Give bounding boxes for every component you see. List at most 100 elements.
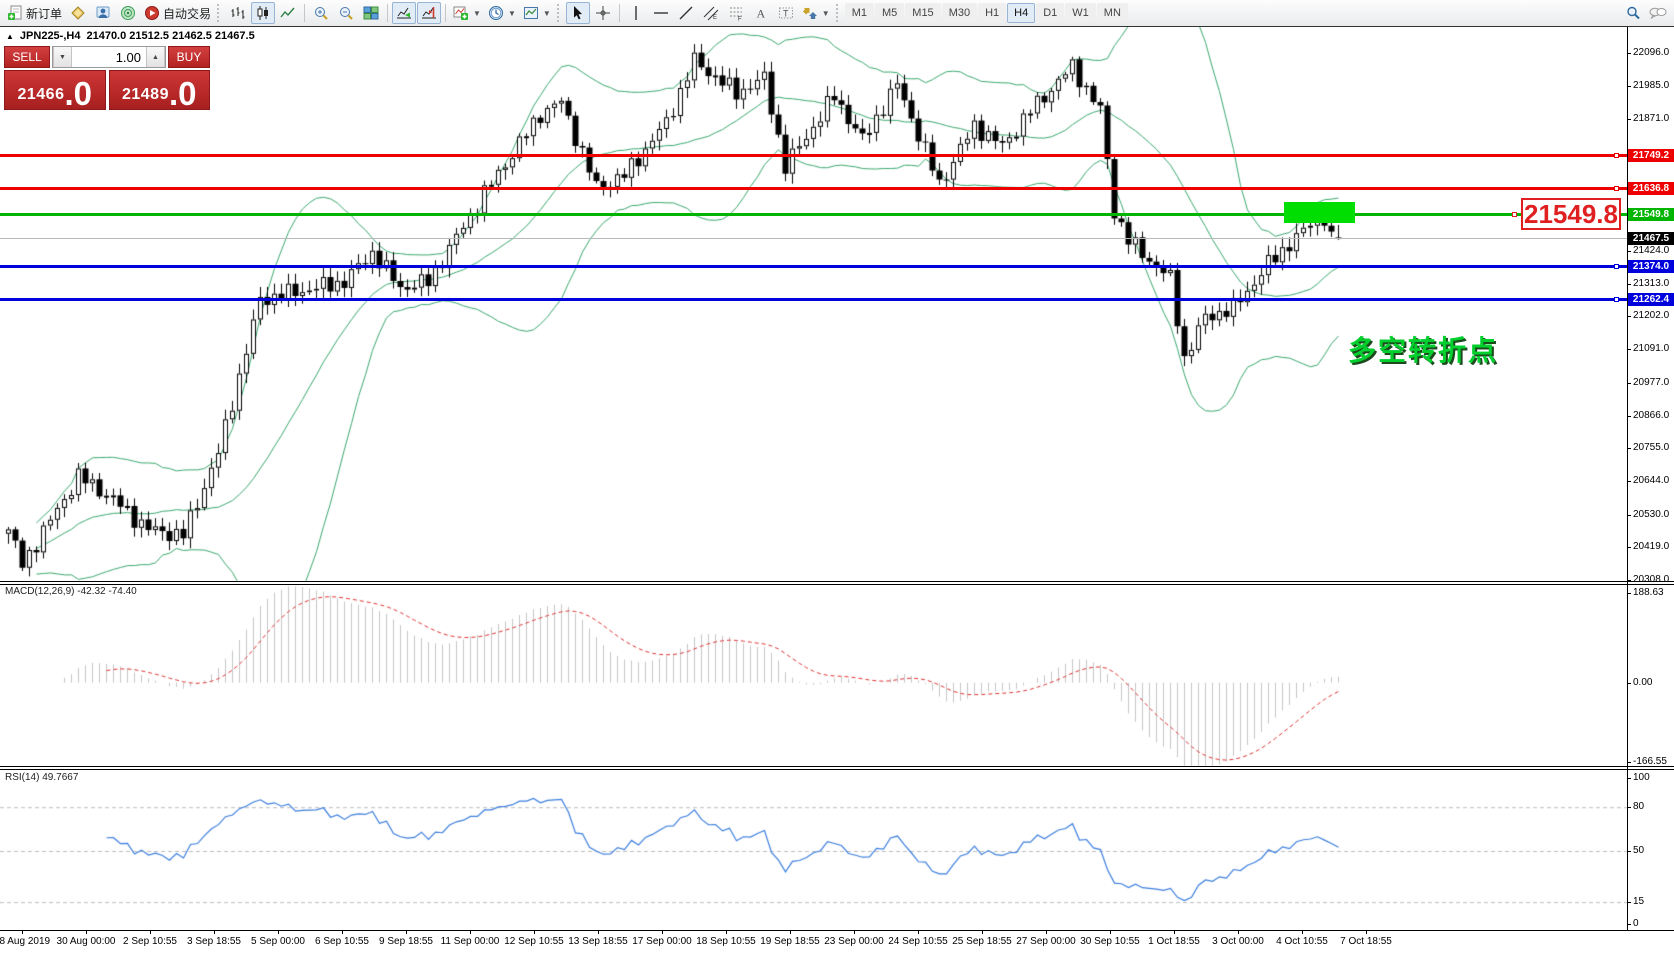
indicators-button[interactable]: ▼ xyxy=(450,2,484,24)
zoom-in-button[interactable] xyxy=(309,2,333,24)
line-chart-button[interactable] xyxy=(276,2,300,24)
candlestick-chart-button[interactable] xyxy=(251,2,276,24)
pane-splitter-macd-rsi[interactable] xyxy=(0,766,1674,770)
one-click-collapse-icon[interactable]: ▲ xyxy=(6,31,14,41)
periods-button[interactable]: ▼ xyxy=(485,2,519,24)
channel-button[interactable]: E xyxy=(699,2,723,24)
indicators-icon xyxy=(453,6,469,20)
date-label: 18 Sep 10:55 xyxy=(696,936,756,947)
arrows-button[interactable]: ▼ xyxy=(799,2,833,24)
horizontal-level-line[interactable] xyxy=(0,213,1627,216)
price-badge: 21636.8 xyxy=(1628,182,1674,195)
volume-increase-button[interactable]: ▲ xyxy=(146,47,165,67)
crosshair-button[interactable] xyxy=(591,2,615,24)
price-tick-mark xyxy=(1627,53,1631,54)
level-line-handle[interactable] xyxy=(1614,264,1619,269)
horizontal-level-line[interactable] xyxy=(0,187,1627,190)
arrows-icon xyxy=(802,8,817,19)
toolbar-drag-handle[interactable] xyxy=(835,4,842,22)
text-button[interactable]: A xyxy=(749,2,773,24)
text-label-button[interactable]: T xyxy=(774,2,798,24)
horizontal-line-button[interactable] xyxy=(649,2,673,24)
price-alert-label[interactable]: 21549.8 xyxy=(1521,198,1621,230)
templates-button[interactable]: ▼ xyxy=(520,2,554,24)
timeframe-m30[interactable]: M30 xyxy=(941,3,978,23)
zoom-out-button[interactable] xyxy=(334,2,358,24)
price-tick-label: 21091.0 xyxy=(1633,343,1670,354)
timeframe-h1[interactable]: H1 xyxy=(978,3,1007,23)
dropdown-caret: ▼ xyxy=(507,8,516,18)
svg-text:F: F xyxy=(738,17,742,22)
volume-decrease-button[interactable]: ▼ xyxy=(53,47,72,67)
date-label: 28 Aug 2019 xyxy=(0,936,51,947)
dropdown-caret: ▼ xyxy=(821,8,830,18)
line-chart-icon xyxy=(280,7,295,18)
tester-button[interactable] xyxy=(116,2,140,24)
text-icon: A xyxy=(756,7,765,21)
sell-price-box[interactable]: 21466 .0 xyxy=(4,70,106,110)
price-tick-label: 21202.0 xyxy=(1633,310,1670,321)
timeframe-m1[interactable]: M1 xyxy=(844,3,874,23)
search-button[interactable] xyxy=(1621,2,1645,24)
chart-shift-icon xyxy=(422,7,437,19)
autotrading-button[interactable]: 自动交易 xyxy=(141,2,214,24)
annotation-text[interactable]: 多空转折点 xyxy=(1348,335,1499,366)
sell-price-int: 21466 xyxy=(17,86,65,103)
symbol-title: JPN225-,H4 xyxy=(19,30,81,42)
date-label: 7 Oct 18:55 xyxy=(1340,936,1392,947)
periods-icon xyxy=(488,6,503,20)
price-tick-label: 20419.0 xyxy=(1633,541,1670,552)
price-alert-handle[interactable] xyxy=(1512,212,1517,217)
tile-windows-button[interactable] xyxy=(359,2,383,24)
vertical-line-button[interactable] xyxy=(624,2,648,24)
timeframe-mn[interactable]: MN xyxy=(1096,3,1128,23)
price-tick-mark xyxy=(1627,284,1631,285)
price-tick-mark xyxy=(1627,349,1631,350)
level-line-handle[interactable] xyxy=(1614,297,1619,302)
profiles-button[interactable] xyxy=(66,2,90,24)
channel-icon: E xyxy=(703,6,719,21)
pane-splitter-main-macd[interactable] xyxy=(0,581,1674,585)
rsi-tick-label: 15 xyxy=(1633,896,1645,907)
date-label: 12 Sep 10:55 xyxy=(504,936,564,947)
trendline-button[interactable] xyxy=(674,2,698,24)
level-line-handle[interactable] xyxy=(1614,186,1619,191)
date-tick-mark xyxy=(1046,930,1047,934)
date-tick-mark xyxy=(214,930,215,934)
chat-button[interactable] xyxy=(1646,2,1670,24)
new-order-button[interactable]: 新订单 xyxy=(4,2,65,24)
horizontal-level-line[interactable] xyxy=(0,265,1627,268)
volume-input[interactable] xyxy=(72,47,146,67)
toolbar-drag-handle[interactable] xyxy=(217,4,223,22)
cursor-button[interactable] xyxy=(565,2,590,24)
sell-button[interactable]: SELL xyxy=(4,46,50,68)
buy-price-box[interactable]: 21489 .0 xyxy=(108,70,210,110)
buy-button[interactable]: BUY xyxy=(168,46,210,68)
chart-shift-button[interactable] xyxy=(417,2,442,24)
date-label: 23 Sep 00:00 xyxy=(824,936,884,947)
rsi-tick-mark xyxy=(1627,807,1631,808)
timeframe-m15[interactable]: M15 xyxy=(905,3,941,23)
horizontal-level-line[interactable] xyxy=(0,154,1627,157)
timeframe-h4[interactable]: H4 xyxy=(1007,3,1036,23)
macd-tick-mark xyxy=(1627,762,1631,763)
timeframe-d1[interactable]: D1 xyxy=(1036,3,1065,23)
price-tick-mark xyxy=(1627,515,1631,516)
date-tick-mark xyxy=(22,930,23,934)
auto-scroll-button[interactable] xyxy=(392,2,417,24)
rsi-tick-label: 100 xyxy=(1633,772,1650,783)
date-tick-mark xyxy=(406,930,407,934)
chart-canvas[interactable] xyxy=(0,27,1674,953)
bar-chart-button[interactable] xyxy=(226,2,250,24)
date-tick-mark xyxy=(1366,930,1367,934)
price-tick-label: 20530.0 xyxy=(1633,509,1670,520)
level-line-handle[interactable] xyxy=(1614,153,1619,158)
timeframe-m5[interactable]: M5 xyxy=(875,3,905,23)
toolbar-drag-handle[interactable] xyxy=(556,4,563,22)
candlestick-chart-icon xyxy=(257,6,269,20)
timeframe-w1[interactable]: W1 xyxy=(1065,3,1096,23)
market-watch-button[interactable] xyxy=(91,2,115,24)
highlight-rectangle[interactable] xyxy=(1284,202,1355,223)
fibonacci-button[interactable]: F xyxy=(724,2,748,24)
horizontal-level-line[interactable] xyxy=(0,298,1627,301)
